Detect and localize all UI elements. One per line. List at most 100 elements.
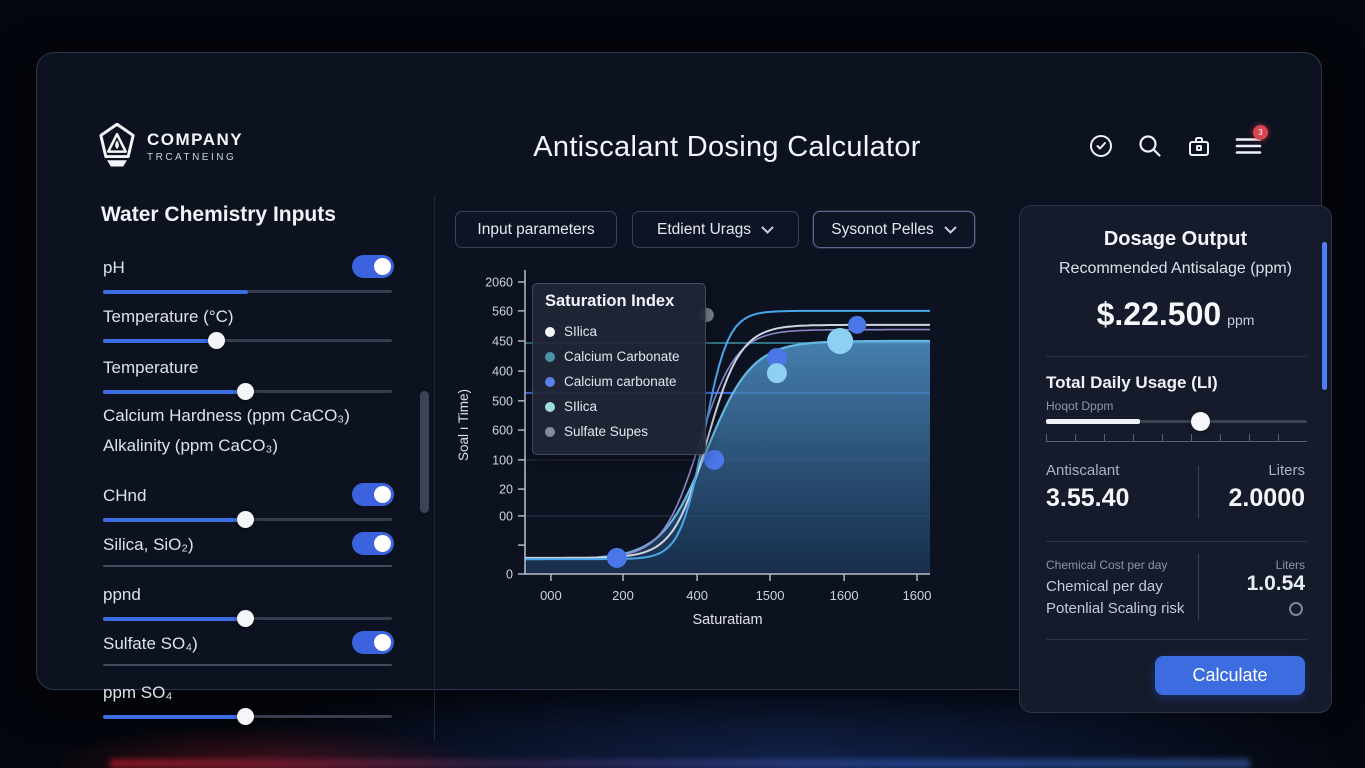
slider-track[interactable]: [103, 383, 392, 400]
main-card: COMPANY TRCATNEING Antiscalant Dosing Ca…: [36, 52, 1332, 741]
panel-scrollbar[interactable]: [1322, 242, 1327, 390]
slider-track[interactable]: [103, 332, 392, 349]
toggle-switch[interactable]: [352, 483, 394, 506]
x-tick-label: 200: [612, 588, 634, 603]
data-point: [827, 327, 854, 354]
legend-label: SIlica: [564, 324, 598, 339]
dosage-value: $.22.500 ppm: [1020, 296, 1331, 333]
slider-thumb[interactable]: [236, 511, 254, 528]
menu-icon[interactable]: 3: [1235, 125, 1268, 159]
header-actions: 3: [1088, 125, 1268, 159]
legend-label: SIlica: [564, 399, 598, 414]
page-title: Antiscalant Dosing Calculator: [533, 131, 921, 163]
usage-slider-fill: [1046, 419, 1140, 424]
legend-dot-icon: [545, 376, 555, 387]
data-point: [766, 347, 787, 368]
y-tick-label: 600: [492, 424, 513, 438]
divider: [1046, 541, 1307, 542]
slider-fill: [103, 517, 245, 522]
empty-slider-track: [103, 565, 392, 567]
slider-fill: [103, 714, 245, 719]
x-tick-label: 1600: [903, 588, 932, 603]
legend-item[interactable]: Calcium carbonate: [545, 369, 693, 394]
y-tick-label: 450: [492, 334, 513, 348]
toggle-switch[interactable]: [352, 631, 394, 654]
input-label: Sulfate SO₄): [103, 634, 198, 653]
legend-label: Calcium Carbonate: [564, 349, 680, 364]
data-point: [704, 449, 725, 470]
bottom-edge-glow: [110, 759, 1250, 768]
legend-item[interactable]: SIlica: [545, 319, 693, 344]
cost-value: 1.0.54: [1246, 572, 1305, 595]
divider: [1046, 356, 1307, 357]
x-tick-label: 1500: [756, 588, 785, 603]
search-icon[interactable]: [1137, 133, 1163, 159]
legend-item[interactable]: Sulfate Supes: [545, 419, 693, 444]
y-tick-label: 500: [492, 394, 513, 408]
slider-thumb[interactable]: [236, 610, 254, 627]
slider-thumb[interactable]: [236, 383, 254, 400]
toggle-switch[interactable]: [352, 255, 394, 278]
tab-label: Input parameters: [477, 220, 595, 238]
legend-title: Saturation Index: [545, 292, 675, 310]
notification-badge: 3: [1253, 125, 1268, 140]
legend-item[interactable]: Calcium Carbonate: [545, 344, 693, 369]
data-point: [606, 547, 627, 568]
cost-label-2: Chemical per day: [1046, 578, 1163, 595]
legend-dot-icon: [545, 351, 555, 362]
slider-thumb[interactable]: [207, 332, 225, 349]
toggle-switch[interactable]: [352, 532, 394, 555]
calculate-button[interactable]: Calculate: [1155, 656, 1305, 695]
x-axis-label: Saturatiam: [692, 612, 762, 625]
stat-antiscalant-value: 3.55.40: [1046, 484, 1130, 512]
slider-fill: [103, 616, 245, 621]
slider-track[interactable]: [103, 289, 392, 294]
y-tick-label: 20: [499, 483, 513, 497]
y-tick-label: 560: [492, 304, 513, 318]
input-label: Alkalinity (ppm CaCO₃): [103, 436, 279, 455]
dropdown-etdient-urags[interactable]: Etdient Urags: [632, 211, 799, 248]
scaling-risk-radio[interactable]: [1289, 602, 1303, 616]
logo-title: COMPANY: [147, 129, 244, 149]
legend-item[interactable]: SIlica: [545, 394, 693, 419]
briefcase-icon[interactable]: [1186, 133, 1212, 159]
input-label: ppm SO₄: [103, 683, 173, 702]
x-tick-label: 000: [540, 588, 562, 603]
history-clock-icon[interactable]: [1088, 133, 1114, 159]
y-tick-label: 00: [499, 509, 513, 523]
x-tick-label: 400: [686, 588, 708, 603]
legend-dot-icon: [545, 401, 555, 412]
slider-fill: [103, 338, 216, 343]
slider-fill: [103, 289, 248, 294]
slider-track[interactable]: [103, 511, 392, 528]
y-tick-label: 100: [492, 453, 513, 467]
slider-fill: [103, 389, 245, 394]
slider-track[interactable]: [103, 610, 392, 627]
panel-subtitle: Recommended Antisalage (ppm): [1058, 260, 1292, 277]
y-tick-label: 400: [492, 365, 513, 379]
data-point: [848, 315, 867, 334]
sidebar-scrollbar[interactable]: [420, 391, 429, 513]
empty-slider-track: [103, 664, 392, 666]
company-logo[interactable]: COMPANY TRCATNEING: [97, 123, 243, 169]
usage-sublabel: Hoqot Dppm: [1046, 399, 1114, 413]
legend-dot-icon: [545, 326, 555, 337]
sidebar-title: Water Chemistry Inputs: [101, 203, 336, 226]
input-label: Silica, SiO₂): [103, 535, 194, 554]
stat-antiscalant-label: Antiscalant: [1046, 462, 1120, 479]
slider-track[interactable]: [103, 708, 392, 725]
data-point: [766, 363, 787, 384]
usage-slider[interactable]: [1046, 412, 1307, 431]
stat-liters-value: 2.0000: [1228, 484, 1305, 512]
tab-input-parameters[interactable]: Input parameters: [455, 211, 617, 248]
cost-label-1: Chemical Cost per day: [1046, 558, 1168, 572]
usage-slider-thumb[interactable]: [1190, 412, 1210, 431]
dropdown-sysonot-pelles[interactable]: Sysonot Pelles: [813, 211, 975, 248]
slider-thumb[interactable]: [236, 708, 254, 725]
dosage-output-panel: Dosage Output Recommended Antisalage (pp…: [1019, 205, 1332, 713]
y-axis-label: Soal ı Time): [456, 389, 471, 461]
cost-divider: [1198, 554, 1199, 620]
dosage-number: $.22.500: [1096, 296, 1222, 332]
